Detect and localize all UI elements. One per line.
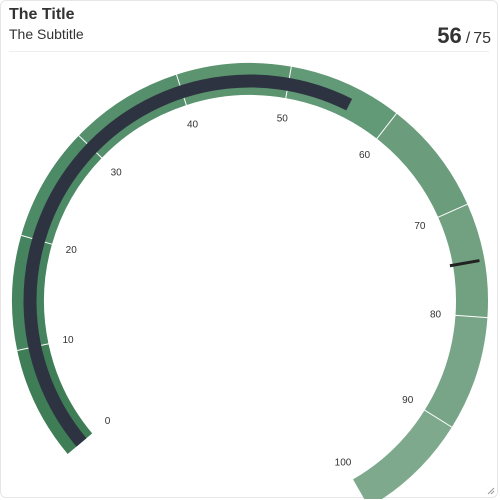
gauge-tick-label-3: 30 — [111, 167, 123, 178]
gauge-tick-label-0: 0 — [105, 416, 111, 427]
gauge-tick-label-1: 10 — [62, 335, 74, 346]
gauge-bands — [12, 63, 488, 499]
gauge-value-bar — [23, 74, 353, 447]
resize-handle-icon[interactable] — [487, 487, 495, 495]
gauge-tick-label-7: 70 — [414, 221, 426, 232]
kpi-readout: 56/75 — [437, 23, 491, 49]
gauge-target-marker — [449, 259, 480, 268]
gauge-tick-7 — [430, 203, 468, 221]
card-subtitle: The Subtitle — [9, 26, 84, 42]
gauge-tick-label-6: 60 — [359, 150, 371, 161]
gauge-tick-labels: 0 10 20 30 40 50 60 70 80 90 100 — [62, 113, 441, 468]
gauge-ticks — [17, 66, 488, 428]
card-title: The Title — [9, 6, 75, 23]
gauge-tick-8 — [447, 314, 488, 319]
gauge-band-6 — [376, 113, 468, 218]
gauge-tick-9 — [417, 405, 453, 428]
gauge-tick-label-2: 20 — [66, 245, 78, 256]
gauge-tick-label-8: 80 — [430, 309, 442, 320]
kpi-target: 75 — [473, 30, 491, 47]
gauge-tick-label-4: 40 — [187, 120, 199, 131]
gauge-band-7 — [438, 204, 488, 318]
header-divider — [9, 51, 489, 52]
gauge-tick-label-9: 90 — [402, 395, 414, 406]
gauge-band-9 — [353, 410, 452, 499]
gauge-band-8 — [424, 315, 488, 428]
gauge-tick-label-10: 100 — [335, 458, 352, 469]
kpi-separator: / — [465, 30, 471, 47]
kpi-value: 56 — [437, 23, 462, 48]
gauge-tick-6 — [371, 113, 397, 146]
gauge-tick-label-5: 50 — [277, 113, 289, 124]
